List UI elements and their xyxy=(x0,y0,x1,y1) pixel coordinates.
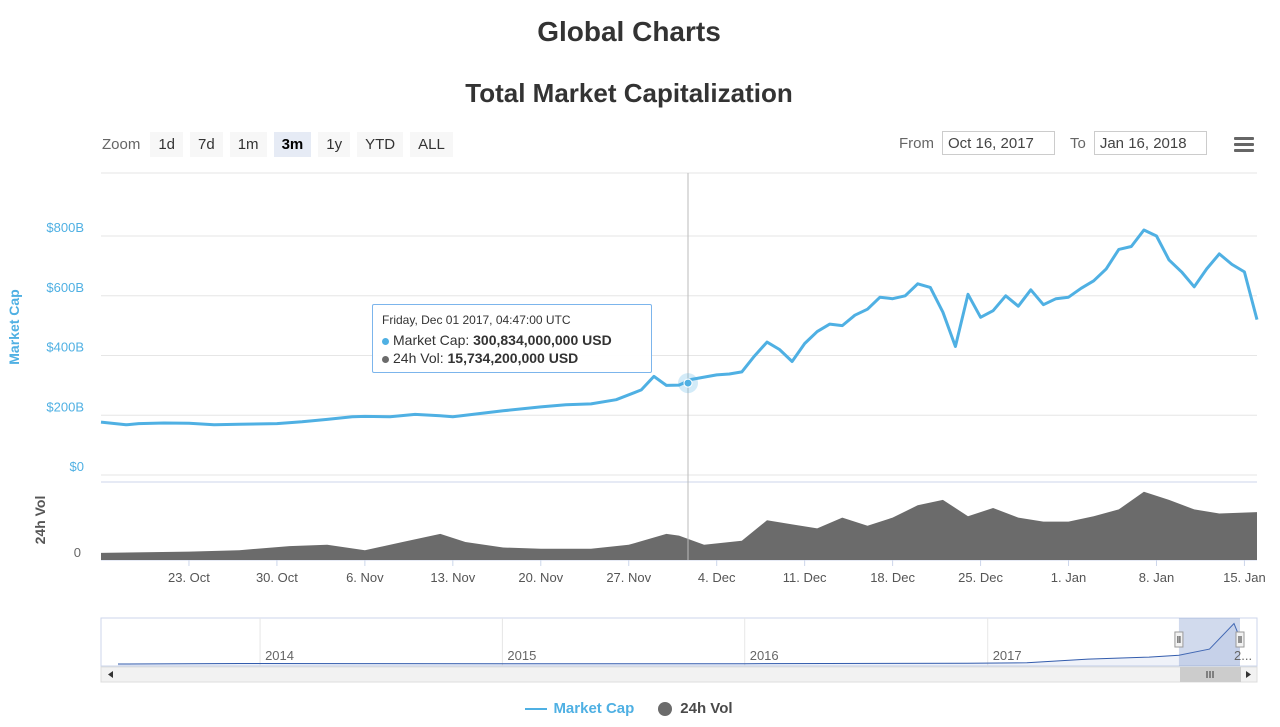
x-tick-label: 15. Jan xyxy=(1223,570,1266,585)
navigator-handle[interactable] xyxy=(1174,631,1184,648)
x-tick-label: 1. Jan xyxy=(1051,570,1086,585)
x-tick-label: 25. Dec xyxy=(958,570,1003,585)
legend-item-volume[interactable]: 24h Vol xyxy=(658,700,733,717)
legend: Market Cap 24h Vol xyxy=(0,700,1258,717)
navigator[interactable]: 2014 2015 2016 2017 2... xyxy=(100,617,1258,683)
x-tick-label: 11. Dec xyxy=(783,570,827,585)
zoom-button-1m[interactable]: 1m xyxy=(229,131,267,157)
x-axis: 23. Oct 30. Oct 6. Nov 13. Nov 20. Nov 27. No… xyxy=(168,560,1266,585)
to-date-input[interactable] xyxy=(1093,131,1207,155)
scrollbar-track[interactable] xyxy=(100,666,1258,683)
to-label: To xyxy=(1070,134,1086,152)
y-tick-label: $0 xyxy=(70,459,84,474)
tooltip-market-cap-value: 300,834,000,000 USD xyxy=(473,332,612,348)
volume-legend-icon xyxy=(658,701,673,716)
y-axis: $0 $200B $400B $600B $800B xyxy=(46,220,84,474)
y-tick-label: $800B xyxy=(46,220,84,235)
navigator-year-label: 2015 xyxy=(507,648,536,663)
y-axis-title: Market Cap xyxy=(6,289,22,364)
navigator-frame xyxy=(100,617,1258,667)
legend-item-market-cap[interactable]: Market Cap xyxy=(525,700,634,717)
navigator-year-label: 2017 xyxy=(993,648,1022,663)
tooltip-volume: 24h Vol: 15,734,200,000 USD xyxy=(382,349,642,367)
zoom-button-3m[interactable]: 3m xyxy=(273,131,312,157)
y-tick-label: $400B xyxy=(46,340,84,355)
zoom-button-7d[interactable]: 7d xyxy=(190,131,223,157)
page-title: Global Charts xyxy=(537,16,721,47)
range-to: To xyxy=(1070,131,1207,155)
scroll-right-arrow-icon[interactable] xyxy=(1246,671,1251,678)
x-tick-label: 23. Oct xyxy=(168,570,210,585)
hover-point xyxy=(683,378,693,388)
x-tick-label: 8. Jan xyxy=(1139,570,1174,585)
y-tick-label: $600B xyxy=(46,280,84,295)
chart-title: Total Market Capitalization xyxy=(465,78,793,108)
zoom-label: Zoom xyxy=(102,135,141,153)
scroll-left-arrow-icon[interactable] xyxy=(108,671,113,678)
volume-axis-zero-label: 0 xyxy=(74,545,81,560)
zoom-button-all[interactable]: ALL xyxy=(410,131,453,157)
tooltip: Friday, Dec 01 2017, 04:47:00 UTC Market… xyxy=(372,304,652,373)
from-label: From xyxy=(899,134,934,152)
tooltip-date: Friday, Dec 01 2017, 04:47:00 UTC xyxy=(382,313,571,327)
grid-lines xyxy=(101,172,1257,561)
x-tick-label: 20. Nov xyxy=(518,570,563,585)
zoom-button-ytd[interactable]: YTD xyxy=(357,131,404,157)
x-tick-label: 4. Dec xyxy=(698,570,736,585)
hamburger-menu-icon[interactable] xyxy=(1234,137,1254,153)
legend-label-volume: 24h Vol xyxy=(680,700,733,717)
navigator-handle[interactable] xyxy=(1235,631,1245,648)
navigator-selection[interactable] xyxy=(1178,618,1240,666)
market-cap-legend-icon xyxy=(525,707,548,710)
x-tick-label: 30. Oct xyxy=(256,570,298,585)
tooltip-market-cap-label: Market Cap: xyxy=(393,332,470,348)
zoom-toolbar: Zoom 1d 7d 1m 3m 1y YTD ALL xyxy=(102,131,460,157)
x-tick-label: 6. Nov xyxy=(346,570,384,585)
zoom-button-1y[interactable]: 1y xyxy=(318,131,351,157)
navigator-year-label: 2014 xyxy=(265,648,294,663)
market-cap-line-series xyxy=(100,228,1259,427)
range-from: From xyxy=(899,131,1055,155)
x-tick-label: 13. Nov xyxy=(430,570,475,585)
legend-label-market-cap: Market Cap xyxy=(553,700,635,717)
volume-axis-title: 24h Vol xyxy=(32,496,48,545)
navigator-year-label: 2... xyxy=(1234,648,1252,663)
y-tick-label: $200B xyxy=(46,399,84,414)
x-tick-label: 18. Dec xyxy=(870,570,915,585)
tooltip-market-cap: Market Cap: 300,834,000,000 USD xyxy=(382,331,642,349)
from-date-input[interactable] xyxy=(942,131,1055,155)
tooltip-volume-label: 24h Vol: xyxy=(393,350,444,366)
zoom-button-1d[interactable]: 1d xyxy=(150,131,184,157)
volume-area-series xyxy=(101,491,1257,560)
navigator-series xyxy=(117,622,1241,665)
tooltip-volume-value: 15,734,200,000 USD xyxy=(447,350,579,366)
x-tick-label: 27. Nov xyxy=(606,570,651,585)
navigator-year-label: 2016 xyxy=(750,648,779,663)
navigator-area xyxy=(118,623,1240,666)
